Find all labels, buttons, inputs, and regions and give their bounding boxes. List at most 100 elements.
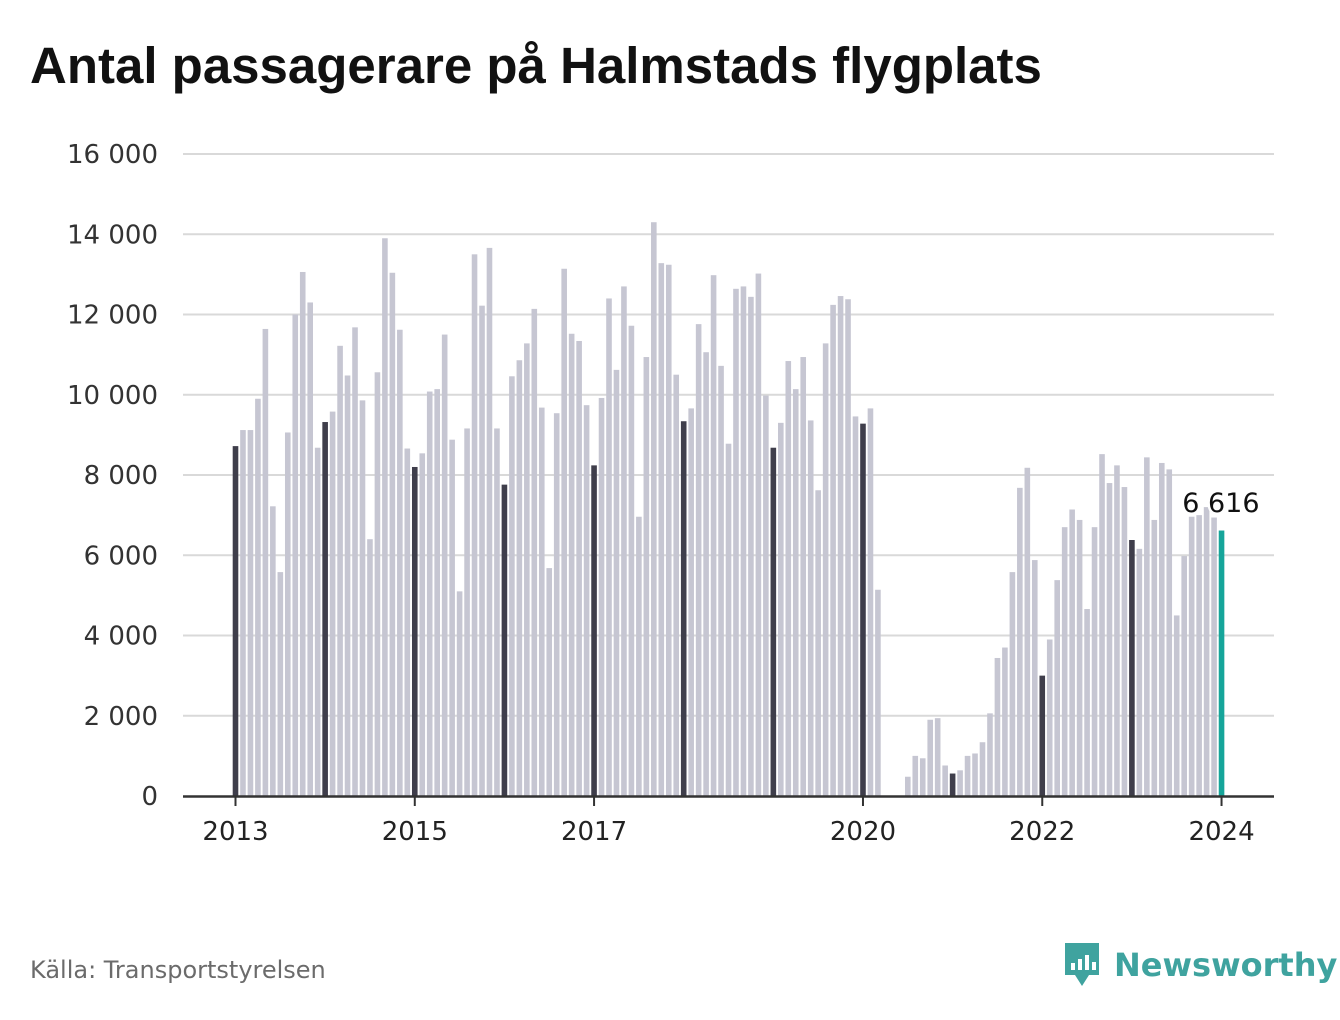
bar: [1121, 487, 1128, 796]
bar: [651, 222, 657, 796]
bar: [1106, 483, 1113, 796]
bar: [845, 299, 851, 796]
bar: [621, 286, 627, 796]
y-tick-label: 8 000: [84, 461, 158, 491]
bar: [240, 430, 246, 796]
bar: [860, 423, 866, 796]
bar: [1173, 615, 1180, 796]
bar: [1196, 515, 1202, 797]
bar: [1002, 647, 1008, 796]
bar: [337, 345, 343, 796]
bar: [568, 333, 575, 796]
bar: [509, 376, 515, 796]
bar: [770, 447, 777, 796]
bar: [1024, 467, 1031, 796]
bar: [725, 443, 732, 796]
bar: [1181, 556, 1187, 796]
bar: [426, 391, 433, 796]
bar: [284, 432, 291, 796]
bar: [912, 755, 919, 797]
bar: [763, 395, 769, 796]
latest-value-label: 6 616: [1182, 488, 1259, 519]
bar: [389, 272, 396, 796]
bar: [546, 568, 553, 796]
bar: [524, 343, 530, 796]
bar: [441, 334, 448, 796]
y-tick-label: 12 000: [67, 301, 158, 331]
bar: [538, 407, 545, 796]
bar: [531, 308, 538, 796]
bar: [867, 408, 874, 796]
bar: [1114, 465, 1120, 796]
x-tick-label: 2013: [202, 817, 268, 847]
bar: [1144, 457, 1150, 796]
bar: [1076, 519, 1083, 796]
bar: [987, 713, 993, 796]
x-axis-labels: 2013 2015 2017 2020 2022 2024: [202, 796, 1255, 847]
bar: [1046, 639, 1053, 796]
bar: [449, 439, 455, 796]
bar: [1203, 507, 1210, 796]
bar: [815, 490, 821, 796]
bar: [1084, 609, 1090, 796]
bar: [434, 389, 440, 796]
bar: [785, 361, 792, 796]
y-tick-label: 6 000: [84, 541, 158, 571]
y-tick-label: 2 000: [84, 702, 158, 732]
chart-title: Antal passagerare på Halmstads flygplats: [30, 37, 1042, 94]
bar: [733, 288, 739, 796]
bar: [247, 430, 254, 796]
bar: [919, 758, 926, 796]
y-tick-label: 16 000: [67, 140, 158, 170]
bars: [232, 222, 1225, 797]
bar: [748, 296, 754, 796]
bar: [1136, 548, 1143, 796]
bar: [359, 400, 366, 796]
bar: [972, 753, 978, 796]
bar: [964, 755, 971, 797]
bar: [322, 422, 328, 796]
brand-name: Newsworthy: [1114, 946, 1338, 984]
bar: [979, 742, 986, 796]
bar: [367, 539, 373, 796]
bar: [1061, 527, 1068, 796]
y-tick-label: 10 000: [67, 381, 158, 411]
bar: [270, 506, 276, 796]
bar: [486, 247, 493, 796]
bar: [942, 765, 948, 796]
x-tick-label: 2020: [830, 817, 896, 847]
bar: [374, 372, 381, 796]
bar: [397, 329, 403, 796]
bar: [665, 264, 672, 796]
y-axis-labels: 0 2 000 4 000 6 000 8 000 10 000 12 000 14 000 1…: [67, 140, 158, 812]
latest-bar: [1218, 530, 1225, 796]
bar: [718, 365, 724, 796]
y-tick-label: 14 000: [67, 220, 158, 250]
bar: [688, 408, 694, 796]
bar: [934, 718, 941, 796]
bar: [419, 453, 426, 796]
bar: [1017, 487, 1023, 796]
bar: [643, 357, 650, 796]
bar: [299, 271, 306, 797]
bar: [352, 327, 358, 796]
bar: [740, 286, 747, 796]
bar: [875, 589, 881, 796]
y-tick-label: 4 000: [84, 622, 158, 652]
brand-logo: Newsworthy: [1062, 940, 1337, 990]
bar: [404, 448, 411, 796]
bar: [262, 328, 269, 796]
bar: [516, 360, 523, 796]
bar: [695, 324, 702, 796]
bar: [822, 343, 829, 796]
bar: [1158, 462, 1165, 796]
bar: [292, 314, 299, 796]
bar: [837, 296, 844, 796]
bar: [680, 421, 687, 796]
bar: [1031, 560, 1038, 796]
bar: [949, 773, 956, 796]
bar: [703, 352, 709, 796]
bar: [464, 428, 470, 796]
bar: [1188, 516, 1195, 796]
bar: [501, 484, 508, 796]
